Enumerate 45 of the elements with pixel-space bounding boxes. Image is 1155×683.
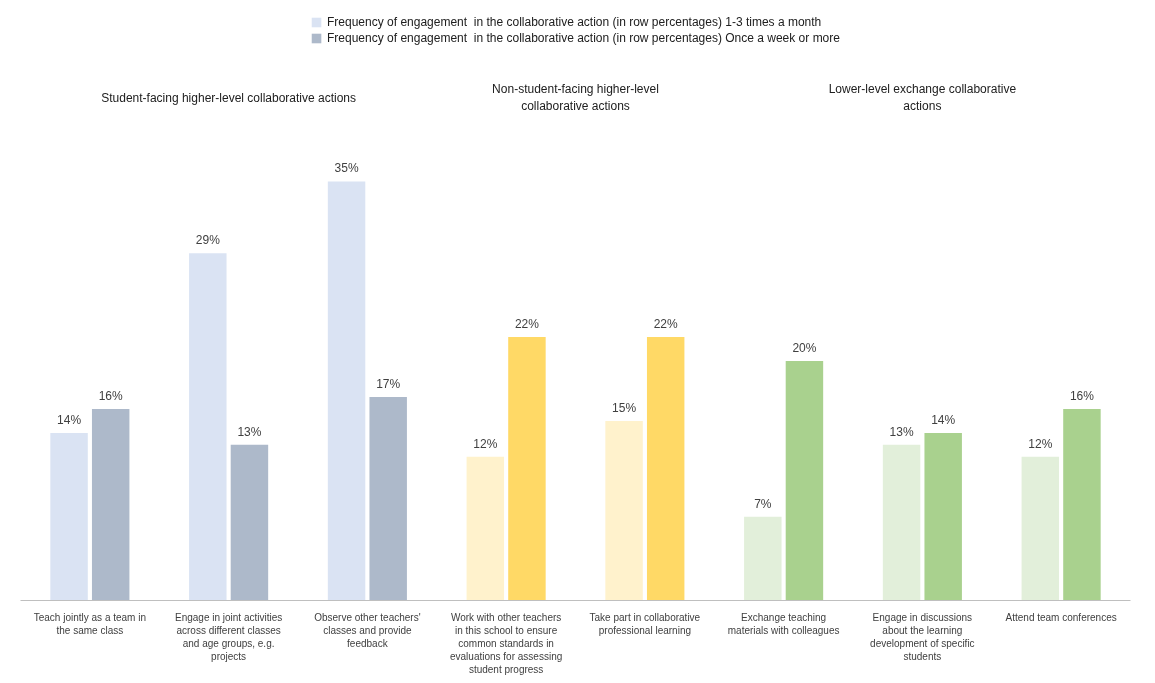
- data-label: 35%: [334, 161, 359, 176]
- data-label: 12%: [473, 436, 498, 451]
- data-label: 12%: [1028, 436, 1053, 451]
- data-label: 22%: [653, 317, 679, 332]
- bar: [1063, 408, 1101, 601]
- bar: [924, 432, 962, 601]
- x-tick-label: Observe other teachers' classes and provide feedback: [314, 611, 421, 649]
- bar: [369, 396, 407, 601]
- bar: [91, 408, 130, 601]
- text: Non-student-facing higher-level collaborative actions: [492, 82, 659, 114]
- data-label: 13%: [889, 424, 914, 439]
- text: Student-facing higher-level collaborative actions: [101, 90, 357, 105]
- data-label: 14%: [57, 412, 82, 427]
- x-tick-label: Take part in collaborative professional learning: [589, 611, 701, 636]
- data-label: 17%: [376, 376, 401, 391]
- legend-label: Frequency of engagement in the collaborative action (in row percentages) 1-3 times a month: [327, 15, 822, 29]
- bar: [785, 361, 824, 601]
- x-tick-label: Work with other teachers in this school to ensure common standards in evaluations for assessing student progress: [449, 611, 563, 676]
- bar: [327, 181, 366, 601]
- bar: [1021, 456, 1060, 601]
- x-tick-label: Engage in discussions about the learning development of specific students: [870, 611, 975, 663]
- data-label: 16%: [1069, 388, 1095, 403]
- x-tick-label: Exchange teaching materials with colleagues: [727, 611, 840, 636]
- data-label: 20%: [792, 341, 817, 356]
- bar: [466, 456, 505, 601]
- data-label: 22%: [514, 317, 540, 332]
- data-label: 13%: [237, 424, 262, 439]
- text: Lower-level exchange collaborative actions: [828, 82, 1017, 114]
- data-label: 15%: [612, 400, 637, 415]
- bar: [882, 444, 921, 601]
- x-tick-label: Teach jointly as a team in the same class: [33, 611, 147, 636]
- bar: [230, 444, 269, 601]
- data-label: 16%: [98, 388, 124, 403]
- bar: [50, 432, 88, 601]
- bar: [189, 253, 227, 601]
- bar: [744, 516, 782, 601]
- bar: [508, 337, 546, 601]
- bar: [605, 420, 643, 601]
- legend-label: Frequency of engagement in the collaborative action (in row percentages) Once a week or more: [327, 31, 840, 45]
- x-tick-label: Engage in joint activities across different classes and age groups, e.g. projects: [174, 611, 283, 663]
- data-label: 7%: [754, 496, 772, 511]
- data-label: 14%: [931, 412, 956, 427]
- data-label: 29%: [195, 233, 221, 248]
- bar: [646, 337, 685, 601]
- x-tick-label: Attend team conferences: [1005, 611, 1117, 623]
